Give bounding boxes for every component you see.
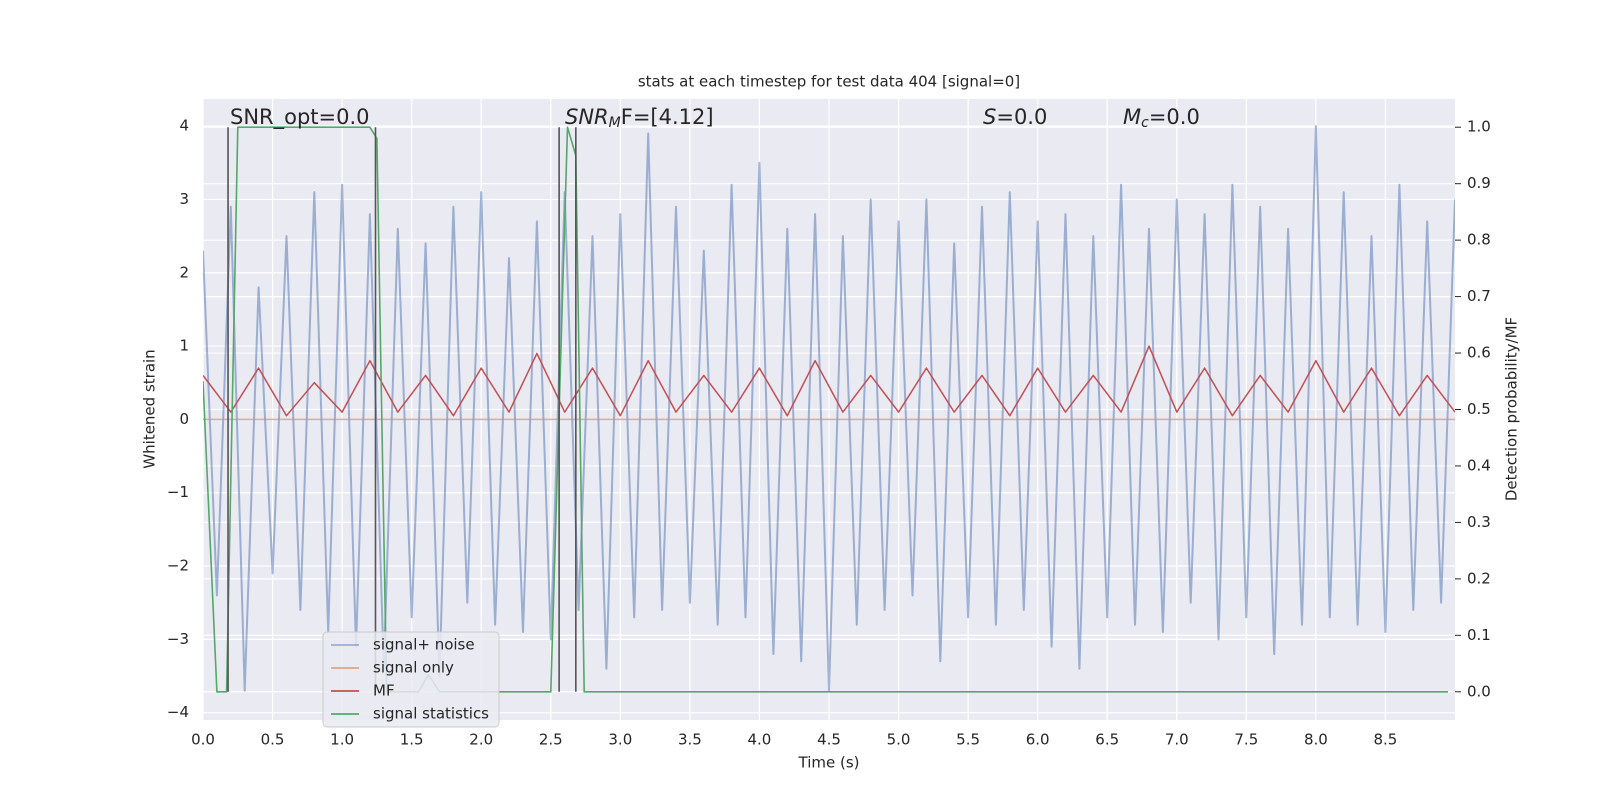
x-axis-label: Time (s) [798,754,860,772]
y2-tick-label: 0.5 [1467,400,1491,418]
x-tick-label: 4.0 [748,731,772,749]
y2-tick-label: 0.0 [1467,682,1491,700]
x-tick-label: 1.0 [330,731,354,749]
y-tick-label: 3 [179,190,189,208]
x-tick-label: 8.0 [1304,731,1328,749]
x-tick-label: 5.5 [956,731,980,749]
y-tick-label: −2 [167,557,189,575]
legend-box [322,631,500,728]
legend-label: MF [373,682,395,700]
annotation-tail: =0.0 [1149,105,1200,129]
series-line [203,125,1455,692]
y-tick-label: 0 [179,410,189,428]
chart-title: stats at each timestep for test data 404… [638,73,1020,91]
annotation-tail: F=[4.12] [621,105,714,129]
annotation: Mc=0.0 [1123,105,1200,131]
annotation: SNR_opt=0.0 [230,105,370,130]
y2-tick-label: 1.0 [1467,118,1491,136]
legend-label: signal only [373,659,454,677]
y-axis-label: Whitened strain [141,349,159,468]
y-tick-label: 2 [179,263,189,281]
x-tick-label: 7.5 [1234,731,1258,749]
y-tick-label: −3 [167,630,189,648]
annotation-tail: =0.0 [996,105,1047,129]
x-tick-label: 4.5 [817,731,841,749]
y2-tick-label: 0.3 [1467,513,1491,531]
y2-tick-label: 0.1 [1467,626,1491,644]
y2-axis-label: Detection probability/MF [1503,317,1521,501]
legend-label: signal+ noise [373,636,475,654]
y2-tick-label: 0.8 [1467,231,1491,249]
x-tick-label: 3.5 [678,731,702,749]
x-tick-label: 8.5 [1374,731,1398,749]
x-tick-label: 2.0 [469,731,493,749]
series-line [203,345,1455,417]
legend: signal+ noise signal only MF signal statist… [322,631,500,728]
y-tick-label: −4 [167,703,189,721]
x-tick-label: 3.0 [608,731,632,749]
annotation: SNRMF=[4.12] [565,105,714,131]
x-tick-label: 0.0 [191,731,215,749]
y-tick-label: 1 [179,337,189,355]
x-tick-label: 1.5 [400,731,424,749]
y2-tick-label: 0.7 [1467,287,1491,305]
y2-tick-label: 0.2 [1467,569,1491,587]
y2-tick-label: 0.6 [1467,344,1491,362]
x-tick-label: 5.0 [887,731,911,749]
annotation: S=0.0 [983,105,1047,129]
annotation-sub: c [1141,115,1149,131]
annotation-base: S [983,105,996,129]
x-tick-label: 0.5 [261,731,285,749]
annotation-base: SNR [565,105,609,129]
y2-tick-label: 0.4 [1467,456,1491,474]
y2-tick-label: 0.9 [1467,174,1491,192]
x-tick-label: 6.5 [1095,731,1119,749]
annotation-sub: M [609,115,621,131]
x-tick-label: 2.5 [539,731,563,749]
legend-label: signal statistics [373,705,489,723]
annotation-base: M [1123,105,1141,129]
y-tick-label: 4 [179,117,189,135]
x-tick-label: 7.0 [1165,731,1189,749]
y-tick-label: −1 [167,483,189,501]
x-tick-label: 6.0 [1026,731,1050,749]
